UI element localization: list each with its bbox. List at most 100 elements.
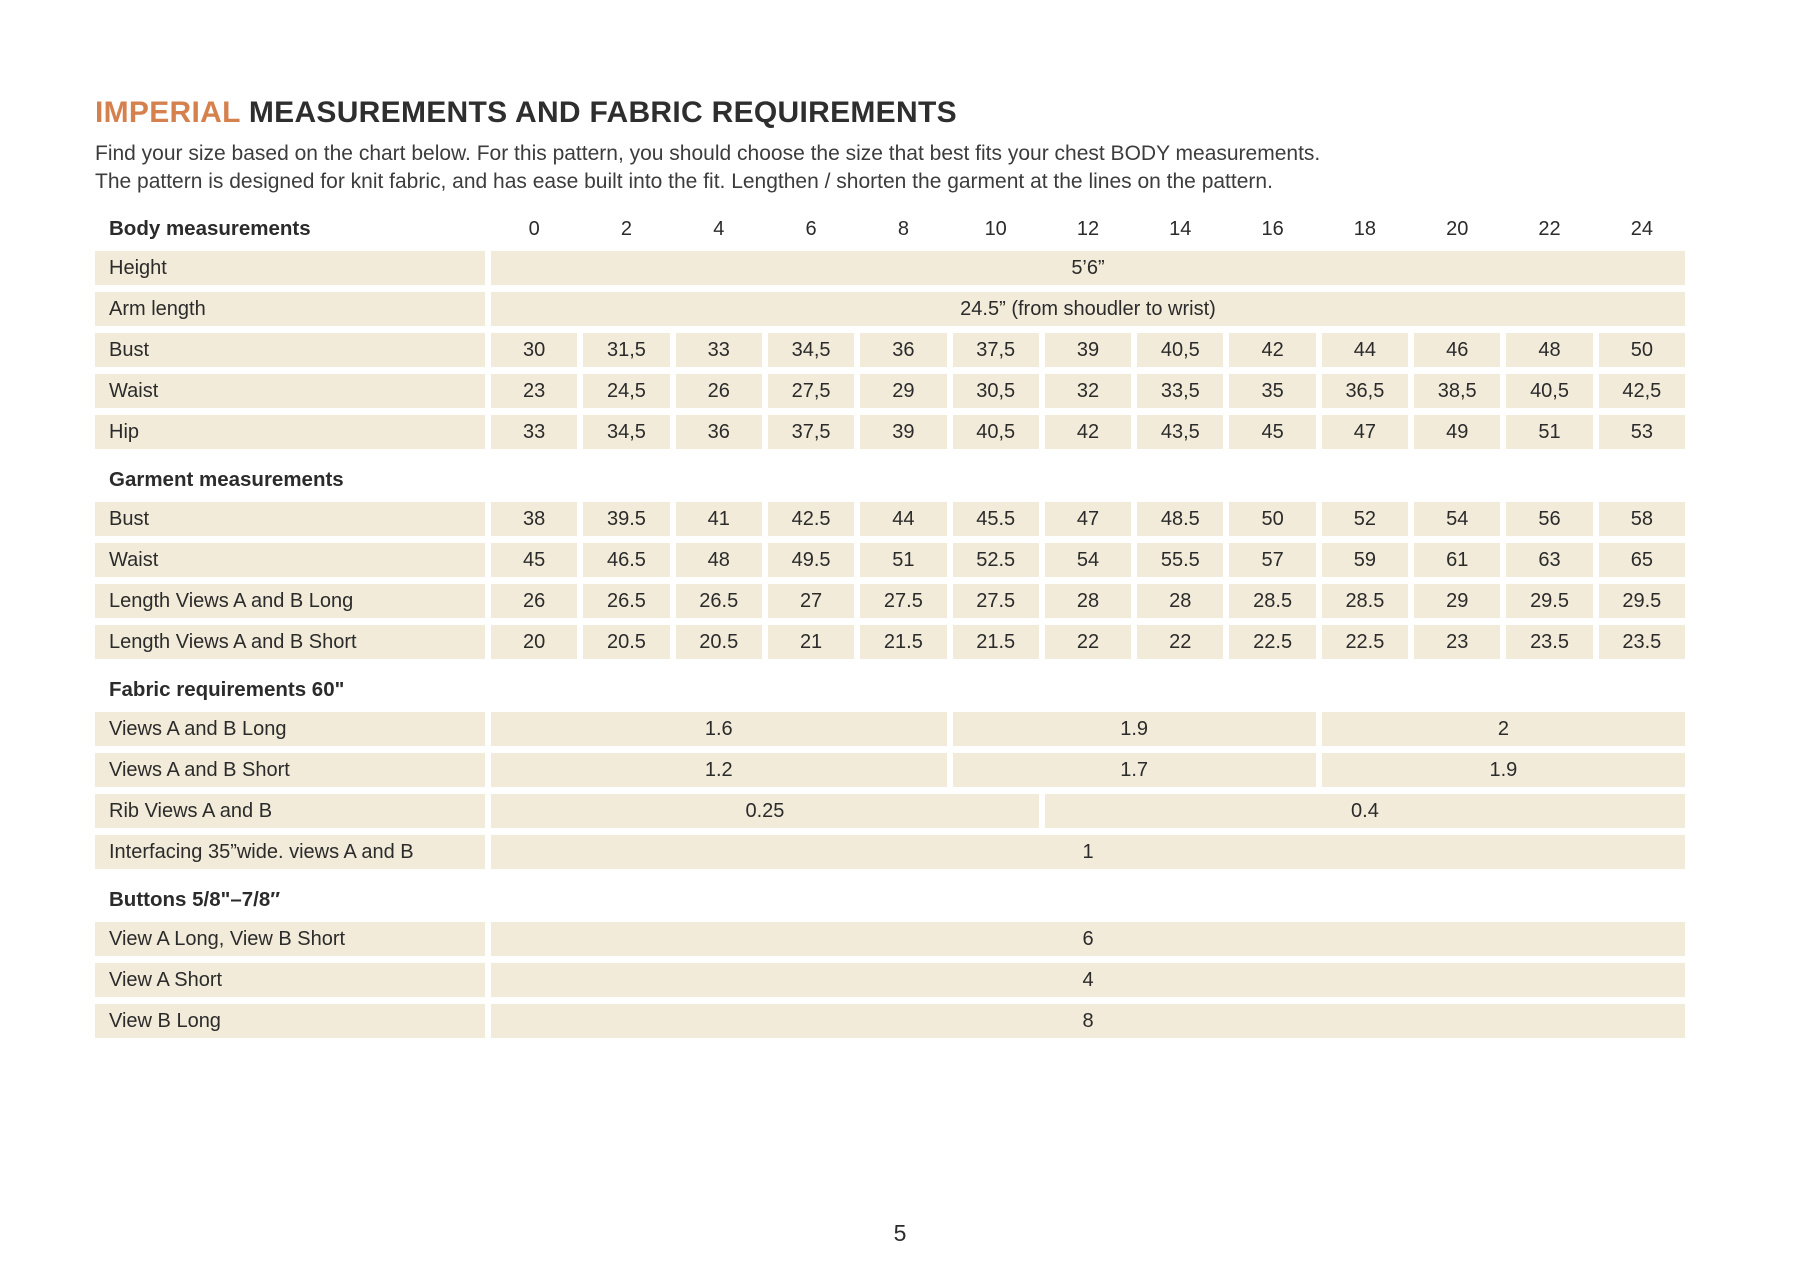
table-cell: 22.5	[1321, 625, 1409, 659]
table-cell: 63	[1506, 543, 1593, 577]
table-cell: 37,5	[767, 415, 855, 449]
table-cell: 32	[1044, 374, 1132, 408]
table-cell: 20	[491, 625, 578, 659]
table-cell: 35	[1229, 374, 1316, 408]
table-cell: 23.5	[1598, 625, 1685, 659]
table-cell: 21.5	[860, 625, 947, 659]
table-cell: 49.5	[767, 543, 855, 577]
table-cell: 36	[860, 333, 947, 367]
table-cell: 23	[1414, 625, 1501, 659]
row-label: Rib Views A and B	[95, 794, 485, 828]
table-cell: 51	[1506, 415, 1593, 449]
table-cell: 27.5	[952, 584, 1039, 618]
table-cell: 28.5	[1229, 584, 1316, 618]
table-cell: 34,5	[767, 333, 855, 367]
table-cell: 6	[491, 922, 1685, 956]
table-cell: 28	[1137, 584, 1224, 618]
table-cell: 57	[1229, 543, 1316, 577]
table-cell: 21.5	[952, 625, 1039, 659]
size-column-header: 6	[805, 217, 817, 240]
table-cell: 39	[860, 415, 947, 449]
table-cell: 20.5	[583, 625, 670, 659]
table-cell: 33,5	[1137, 374, 1224, 408]
table-cell: 24.5” (from shoudler to wrist)	[491, 292, 1685, 326]
row-label: Hip	[95, 415, 485, 449]
table-cell: 1.7	[952, 753, 1316, 787]
table-cell: 65	[1598, 543, 1685, 577]
table-cell: 34,5	[583, 415, 670, 449]
table-cell: 59	[1321, 543, 1409, 577]
table-cell: 23	[491, 374, 578, 408]
table-cell: 8	[491, 1004, 1685, 1038]
table-cell: 55.5	[1137, 543, 1224, 577]
table-cell: 1	[491, 835, 1685, 869]
table-cell: 52.5	[952, 543, 1039, 577]
table-cell: 1.9	[952, 712, 1316, 746]
table-cell: 1.9	[1321, 753, 1685, 787]
table-cell: 1.2	[491, 753, 947, 787]
size-column-header: 16	[1261, 217, 1284, 240]
row-label: Arm length	[95, 292, 485, 326]
table-cell: 45	[1229, 415, 1316, 449]
table-cell: 22	[1137, 625, 1224, 659]
row-label: Height	[95, 251, 485, 285]
table-cell: 43,5	[1137, 415, 1224, 449]
table-cell: 51	[860, 543, 947, 577]
section-header: Buttons 5/8"–7/8″	[109, 888, 281, 911]
table-cell: 56	[1506, 502, 1593, 536]
row-label: Views A and B Long	[95, 712, 485, 746]
table-cell: 42,5	[1598, 374, 1685, 408]
table-cell: 26	[491, 584, 578, 618]
table-cell: 33	[675, 333, 762, 367]
table-cell: 26.5	[583, 584, 670, 618]
table-cell: 24,5	[583, 374, 670, 408]
size-column-header: 14	[1169, 217, 1192, 240]
table-cell: 30	[491, 333, 578, 367]
table-cell: 27	[767, 584, 855, 618]
table-cell: 33	[491, 415, 578, 449]
table-cell: 53	[1598, 415, 1685, 449]
section-header: Fabric requirements 60"	[109, 678, 345, 701]
row-label: View B Long	[95, 1004, 485, 1038]
size-column-header: 20	[1446, 217, 1469, 240]
table-cell: 44	[860, 502, 947, 536]
row-label: Waist	[95, 374, 485, 408]
table-cell: 27,5	[767, 374, 855, 408]
size-column-header: 0	[528, 217, 540, 240]
table-cell: 42	[1044, 415, 1132, 449]
table-cell: 39	[1044, 333, 1132, 367]
table-cell: 54	[1414, 502, 1501, 536]
table-cell: 29.5	[1506, 584, 1593, 618]
table-cell: 50	[1229, 502, 1316, 536]
table-cell: 36,5	[1321, 374, 1409, 408]
table-cell: 54	[1044, 543, 1132, 577]
table-cell: 52	[1321, 502, 1409, 536]
size-column-header: 2	[620, 217, 633, 240]
table-cell: 4	[491, 963, 1685, 997]
table-cell: 29.5	[1598, 584, 1685, 618]
table-cell: 48.5	[1137, 502, 1224, 536]
table-cell: 27.5	[860, 584, 947, 618]
row-label: View A Short	[95, 963, 485, 997]
table-cell: 29	[1414, 584, 1501, 618]
row-label: Views A and B Short	[95, 753, 485, 787]
size-column-header: 24	[1630, 217, 1653, 240]
table-cell: 0.25	[491, 794, 1039, 828]
table-cell: 20.5	[675, 625, 762, 659]
table-cell: 50	[1598, 333, 1685, 367]
table-cell: 39.5	[583, 502, 670, 536]
table-cell: 44	[1321, 333, 1409, 367]
size-column-header: 8	[897, 217, 909, 240]
table-cell: 31,5	[583, 333, 670, 367]
table-cell: 48	[675, 543, 762, 577]
table-cell: 30,5	[952, 374, 1039, 408]
table-cell: 26	[675, 374, 762, 408]
section-header: Garment measurements	[109, 468, 344, 491]
title-rest: MEASUREMENTS AND FABRIC REQUIREMENTS	[240, 96, 957, 129]
title-accent: IMPERIAL	[95, 96, 241, 129]
row-label: Bust	[95, 333, 485, 367]
table-cell: 1.6	[491, 712, 947, 746]
table-cell: 2	[1321, 712, 1685, 746]
table-cell: 48	[1506, 333, 1593, 367]
table-cell: 42.5	[767, 502, 855, 536]
